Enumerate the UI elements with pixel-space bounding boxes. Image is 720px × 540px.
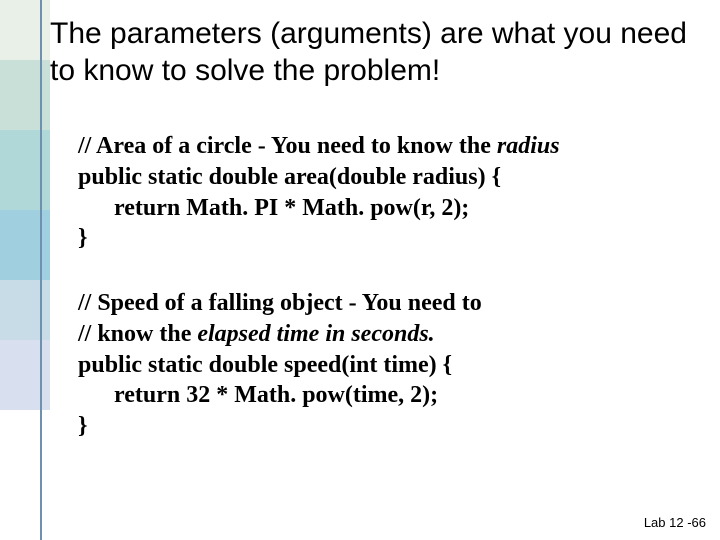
footer-label: Lab 12 -66 [644, 515, 706, 530]
comment-text: // Area of a circle - You need to know t… [78, 133, 497, 159]
return-text: return 32 * Math. pow(time, 2); [78, 380, 438, 411]
decor-stripe [0, 210, 50, 280]
return-line: return 32 * Math. pow(time, 2); [78, 380, 700, 411]
slide-content: The parameters (arguments) are what you … [50, 16, 700, 476]
close-brace: } [78, 223, 700, 254]
comment-line-2: // know the elapsed time in seconds. [78, 319, 700, 350]
decor-stripe [0, 60, 50, 130]
return-text: return Math. PI * Math. pow(r, 2); [78, 193, 469, 224]
decor-stripe [0, 340, 50, 410]
code-block-area: // Area of a circle - You need to know t… [50, 131, 700, 254]
comment-text: // know the [78, 321, 197, 347]
decor-stripe [0, 130, 50, 210]
left-decoration [0, 0, 50, 540]
close-brace: } [78, 411, 700, 442]
method-signature: public static double area(double radius)… [78, 162, 700, 193]
decor-stripe [0, 410, 50, 540]
comment-line-1: // Speed of a falling object - You need … [78, 288, 700, 319]
decor-line [40, 0, 42, 540]
decor-stripe [0, 0, 50, 60]
code-block-speed: // Speed of a falling object - You need … [50, 288, 700, 442]
decor-stripe [0, 280, 50, 340]
slide-title: The parameters (arguments) are what you … [50, 16, 700, 89]
return-line: return Math. PI * Math. pow(r, 2); [78, 193, 700, 224]
comment-italic: elapsed time in seconds. [197, 321, 434, 347]
comment-italic: radius [497, 133, 560, 159]
comment-line: // Area of a circle - You need to know t… [78, 131, 700, 162]
method-signature: public static double speed(int time) { [78, 350, 700, 381]
